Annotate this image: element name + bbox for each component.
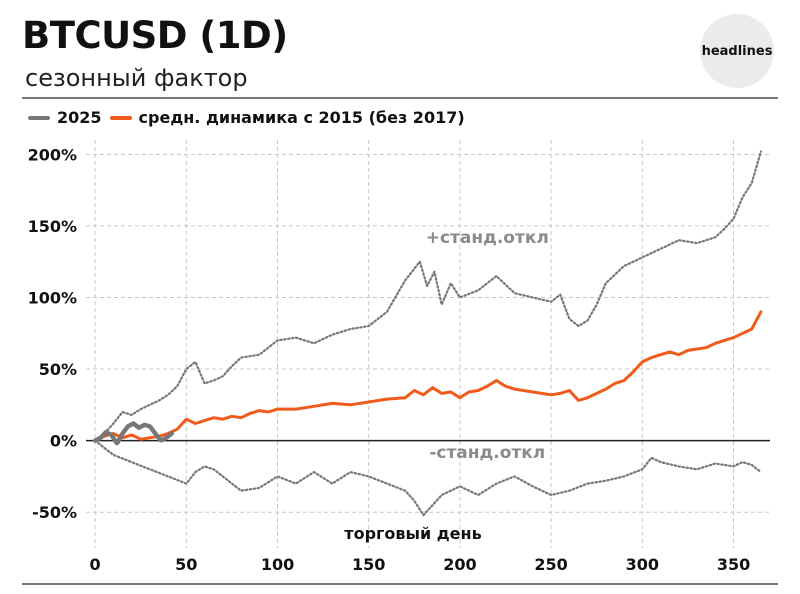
x-tick-label: 0 [90, 555, 101, 574]
x-tick-label: 250 [534, 555, 567, 574]
y-tick-label: 150% [28, 217, 77, 236]
series-line-lower-std [93, 439, 763, 517]
x-tick-label: 200 [443, 555, 476, 574]
legend-swatch-average [109, 115, 132, 120]
legend-item-2025: 2025 [28, 108, 102, 127]
series-line-upper-std [93, 150, 763, 442]
bottom-rule [22, 583, 778, 585]
x-tick-label: 50 [175, 555, 197, 574]
y-tick-label: 200% [28, 145, 77, 164]
y-tick-label: 0% [50, 432, 77, 451]
chart-title: BTCUSD (1D) [22, 14, 288, 57]
y-tick-label: -50% [32, 503, 77, 522]
logo-text: headlines [701, 43, 773, 59]
series-line-2025 [92, 421, 174, 446]
annotation-upper-std: +станд.откл [426, 228, 549, 248]
top-rule [22, 97, 778, 99]
legend-swatch-2025 [28, 115, 50, 120]
chart-subtitle: сезонный фактор [25, 64, 248, 92]
y-tick-label: 50% [39, 360, 77, 379]
x-tick-label: 300 [626, 555, 659, 574]
legend: 2025 средн. динамика с 2015 (без 2017) [28, 108, 473, 127]
y-tick-label: 100% [28, 288, 77, 307]
x-tick-label: 150 [352, 555, 385, 574]
legend-item-average: средн. динамика с 2015 (без 2017) [109, 108, 465, 127]
legend-label-2025: 2025 [57, 108, 102, 127]
legend-label-average: средн. динамика с 2015 (без 2017) [138, 108, 465, 127]
headlines-logo: headlines [700, 14, 774, 88]
annotation-lower-std: -станд.откл [429, 443, 545, 463]
x-tick-label: 350 [717, 555, 750, 574]
x-axis-label: торговый день [344, 524, 481, 543]
series-line-average [93, 310, 763, 443]
x-tick-label: 100 [261, 555, 294, 574]
